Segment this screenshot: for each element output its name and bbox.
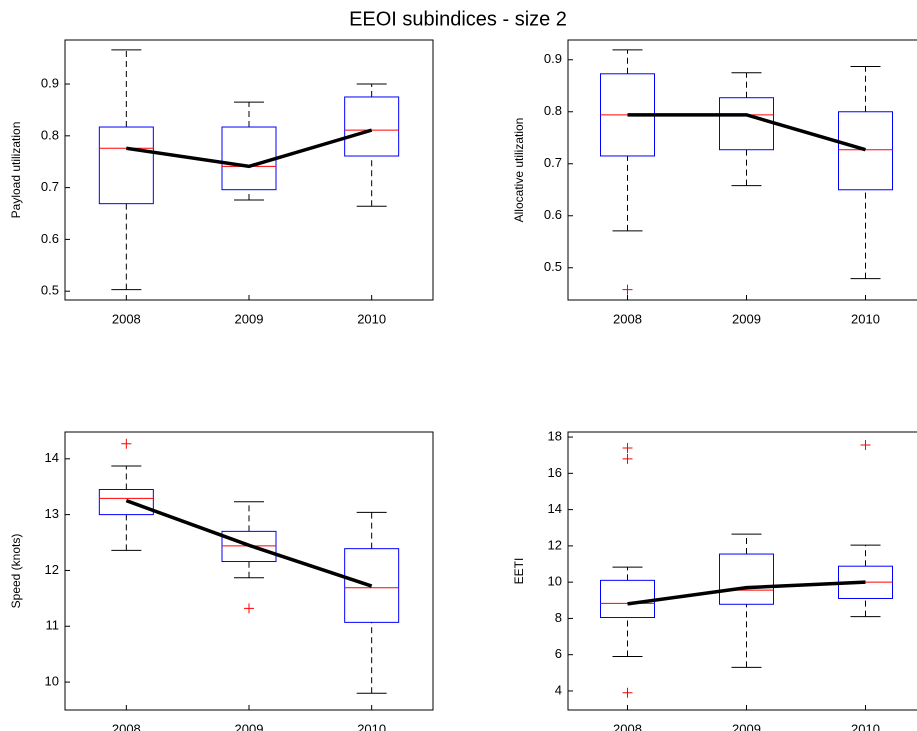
y-tick-label: 0.9 bbox=[41, 75, 59, 90]
box bbox=[98, 126, 154, 205]
outlier bbox=[622, 442, 633, 453]
box bbox=[838, 111, 893, 191]
subplot: 10 11 12 13 14 Speed (knots) 2008 2009 2010 bbox=[9, 431, 434, 731]
y-tick-label: 14 bbox=[45, 450, 59, 465]
y-axis-label: Payload utilization bbox=[9, 122, 23, 219]
x-tick-label: 2010 bbox=[851, 721, 880, 731]
box bbox=[221, 126, 277, 191]
y-tick-label: 0.6 bbox=[544, 207, 562, 222]
y-tick-label: 6 bbox=[555, 646, 562, 661]
figure-title: EEOI subindices - size 2 bbox=[349, 8, 567, 30]
outlier bbox=[622, 687, 633, 698]
y-tick-label: 0.7 bbox=[41, 179, 59, 194]
outlier bbox=[244, 603, 254, 614]
box bbox=[600, 579, 655, 619]
x-tick-label: 2009 bbox=[732, 721, 761, 731]
y-tick-label: 0.8 bbox=[544, 103, 562, 118]
y-tick-label: 8 bbox=[555, 610, 562, 625]
y-tick-label: 12 bbox=[45, 562, 59, 577]
box bbox=[344, 548, 400, 623]
x-tick-label: 2010 bbox=[851, 311, 880, 326]
outlier bbox=[622, 453, 633, 464]
y-tick-label: 13 bbox=[45, 506, 59, 521]
y-tick-label: 0.6 bbox=[41, 231, 59, 246]
y-tick-label: 0.7 bbox=[544, 155, 562, 170]
box bbox=[98, 488, 154, 516]
outlier bbox=[121, 438, 132, 449]
x-tick-label: 2010 bbox=[357, 721, 386, 731]
y-axis-label: Speed (knots) bbox=[9, 534, 23, 609]
y-tick-label: 0.9 bbox=[544, 51, 562, 66]
trend-line bbox=[627, 113, 866, 152]
axes-frame bbox=[567, 39, 917, 301]
x-tick-label: 2009 bbox=[732, 311, 761, 326]
box bbox=[344, 96, 400, 157]
x-tick-label: 2010 bbox=[357, 311, 386, 326]
box bbox=[719, 553, 774, 605]
subplot: 4 6 8 10 12 14 16 18 EETI 2008 2009 2010 bbox=[512, 429, 917, 731]
y-axis-label: Allocative utilization bbox=[512, 118, 526, 223]
box bbox=[719, 97, 774, 151]
axes-frame bbox=[64, 431, 434, 711]
x-tick-label: 2009 bbox=[235, 311, 264, 326]
y-tick-label: 10 bbox=[548, 574, 562, 589]
y-tick-label: 18 bbox=[548, 429, 562, 444]
box bbox=[221, 530, 277, 563]
y-tick-label: 0.5 bbox=[41, 283, 59, 298]
y-tick-label: 4 bbox=[555, 682, 562, 697]
trend-line bbox=[627, 580, 866, 606]
y-tick-label: 11 bbox=[46, 618, 60, 633]
y-axis-label: EETI bbox=[512, 558, 526, 585]
trend-line bbox=[125, 499, 373, 588]
trend-line bbox=[126, 128, 373, 169]
axes-frame bbox=[64, 39, 434, 301]
y-tick-label: 14 bbox=[548, 501, 562, 516]
x-tick-label: 2008 bbox=[112, 721, 141, 731]
y-tick-label: 0.5 bbox=[544, 259, 562, 274]
y-tick-label: 10 bbox=[45, 674, 59, 689]
y-tick-label: 12 bbox=[548, 537, 562, 552]
y-tick-label: 16 bbox=[548, 465, 562, 480]
x-tick-label: 2009 bbox=[235, 721, 264, 731]
x-tick-label: 2008 bbox=[613, 311, 642, 326]
y-tick-label: 0.8 bbox=[41, 127, 59, 142]
axes-frame bbox=[567, 431, 917, 711]
subplot: 0.5 0.6 0.7 0.8 0.9 Payload utilization 2008 20… bbox=[9, 39, 434, 326]
x-tick-label: 2008 bbox=[613, 721, 642, 731]
outlier bbox=[860, 440, 871, 451]
outlier bbox=[622, 284, 633, 295]
subplot: 0.5 0.6 0.7 0.8 0.9 Allocative utilization 200… bbox=[512, 39, 917, 326]
x-tick-label: 2008 bbox=[112, 311, 141, 326]
